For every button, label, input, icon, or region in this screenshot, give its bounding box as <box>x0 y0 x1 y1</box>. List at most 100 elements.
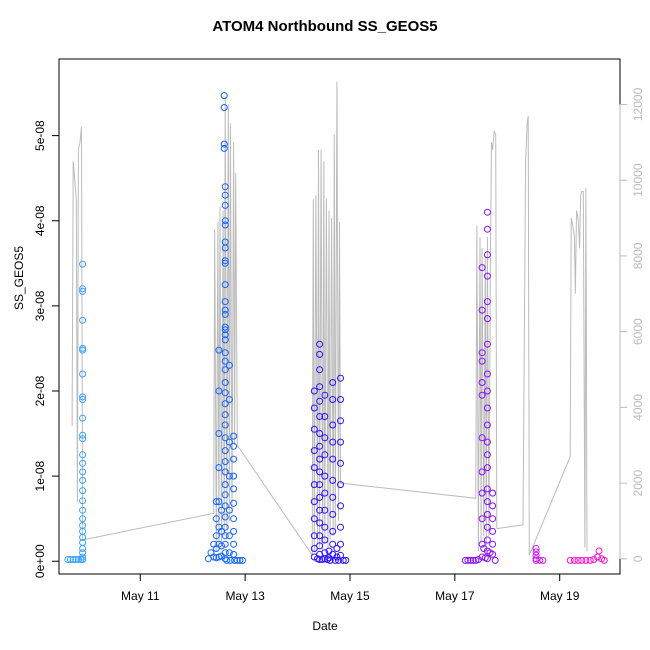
data-point-s3-7 <box>483 370 491 378</box>
data-point-s1-30 <box>221 447 229 455</box>
data-point-s3-18 <box>483 536 491 544</box>
data-point-s2-48 <box>329 527 337 535</box>
data-point-s2-0 <box>316 340 324 348</box>
data-point-s1-5 <box>221 191 229 199</box>
data-point-s3-0 <box>483 208 491 216</box>
data-point-s3-2 <box>483 251 491 259</box>
data-point-s1-18 <box>221 326 229 334</box>
data-point-s1-31 <box>221 458 229 466</box>
data-point-s3-39 <box>461 556 469 564</box>
data-point-s3-35 <box>489 515 497 523</box>
data-point-s0-14 <box>79 468 87 476</box>
y2-tick-label: 8000 <box>631 242 645 269</box>
data-point-s4-6 <box>539 556 547 564</box>
data-point-s3-21 <box>478 264 486 272</box>
data-point-s0-1 <box>79 285 87 293</box>
data-point-s1-46 <box>230 485 238 493</box>
data-point-s2-71 <box>339 556 347 564</box>
data-point-s1-39 <box>221 540 229 548</box>
data-point-s2-5 <box>316 413 324 420</box>
data-point-s1-44 <box>230 455 238 463</box>
data-point-s0-31 <box>72 556 80 563</box>
data-point-s0-3 <box>79 316 87 324</box>
data-point-s4-5 <box>536 556 544 564</box>
x-tick-label: May 11 <box>121 589 160 603</box>
data-point-s1-22 <box>221 357 229 365</box>
chart-title: ATOM4 Northbound SS_GEOS5 <box>212 18 438 35</box>
data-point-s1-10 <box>221 244 229 252</box>
data-point-s2-11 <box>316 493 324 501</box>
data-point-s4-4 <box>532 556 540 564</box>
data-point-s3-13 <box>483 464 491 472</box>
data-point-s3-16 <box>483 510 491 518</box>
data-point-s2-64 <box>333 553 341 561</box>
data-point-s1-79 <box>204 555 212 563</box>
data-point-s5-0 <box>566 556 574 564</box>
data-point-s1-21 <box>221 349 229 357</box>
altitude-line-1 <box>82 96 238 552</box>
data-point-s2-4 <box>316 397 324 405</box>
data-point-s1-8 <box>221 221 229 229</box>
data-point-s4-2 <box>532 551 540 559</box>
data-point-s2-19 <box>310 404 318 412</box>
data-point-s2-32 <box>321 451 329 459</box>
data-point-s3-25 <box>478 379 486 386</box>
data-point-s0-0 <box>79 260 87 268</box>
data-point-s2-36 <box>321 523 329 531</box>
y-tick-label: 0e+00 <box>33 544 47 578</box>
data-point-s0-24 <box>79 545 87 552</box>
data-point-s5-1 <box>570 556 578 564</box>
data-point-s2-56 <box>337 481 344 489</box>
data-point-s3-29 <box>478 489 486 497</box>
data-point-s1-68 <box>212 515 220 523</box>
data-point-s1-36 <box>221 513 229 521</box>
data-point-s0-16 <box>79 487 87 495</box>
data-point-s3-5 <box>483 315 491 323</box>
data-point-s2-43 <box>329 438 337 446</box>
data-point-s2-33 <box>321 472 329 480</box>
data-point-s1-33 <box>221 481 229 489</box>
x-axis-label: Date <box>312 619 338 633</box>
x-tick-label: May 13 <box>225 589 265 603</box>
data-point-s2-3 <box>316 383 324 391</box>
data-point-s0-2 <box>79 287 87 295</box>
data-point-s1-34 <box>221 491 229 499</box>
data-point-s4-0 <box>532 545 540 552</box>
data-point-s1-67 <box>212 498 220 506</box>
data-point-s1-69 <box>212 532 220 540</box>
data-point-s1-77 <box>210 540 218 548</box>
data-point-s0-11 <box>79 435 87 443</box>
data-point-s1-45 <box>230 472 238 480</box>
y2-tick-label: 6000 <box>631 318 645 345</box>
data-point-s2-12 <box>316 506 324 514</box>
data-point-s0-33 <box>77 556 85 563</box>
data-point-s2-61 <box>325 547 333 555</box>
altitude-line-0 <box>71 127 84 540</box>
data-point-s1-50 <box>230 540 238 548</box>
data-point-s3-42 <box>469 556 477 564</box>
data-point-s3-40 <box>464 556 472 564</box>
data-point-s2-27 <box>310 545 318 552</box>
data-point-s3-36 <box>489 527 497 535</box>
data-point-s5-8 <box>595 547 603 555</box>
data-point-s3-44 <box>474 556 482 563</box>
data-point-s1-26 <box>221 400 229 408</box>
data-point-s3-33 <box>489 489 497 497</box>
data-point-s0-32 <box>74 556 82 563</box>
data-point-s2-68 <box>326 556 334 564</box>
data-point-s2-23 <box>310 481 318 489</box>
data-point-s0-10 <box>79 431 87 439</box>
data-point-s1-64 <box>225 506 233 514</box>
data-point-s3-47 <box>486 549 494 557</box>
data-point-s1-65 <box>225 532 233 540</box>
data-point-s1-17 <box>221 323 229 331</box>
data-point-s1-54 <box>215 430 223 437</box>
data-point-s1-73 <box>218 527 225 535</box>
data-point-s2-52 <box>337 396 344 403</box>
data-point-s1-16 <box>221 310 229 318</box>
data-point-s0-29 <box>67 556 74 563</box>
data-point-s1-62 <box>225 438 233 446</box>
altitude-line-5 <box>528 187 588 556</box>
data-point-s0-17 <box>79 497 87 505</box>
data-point-s5-2 <box>574 556 582 564</box>
